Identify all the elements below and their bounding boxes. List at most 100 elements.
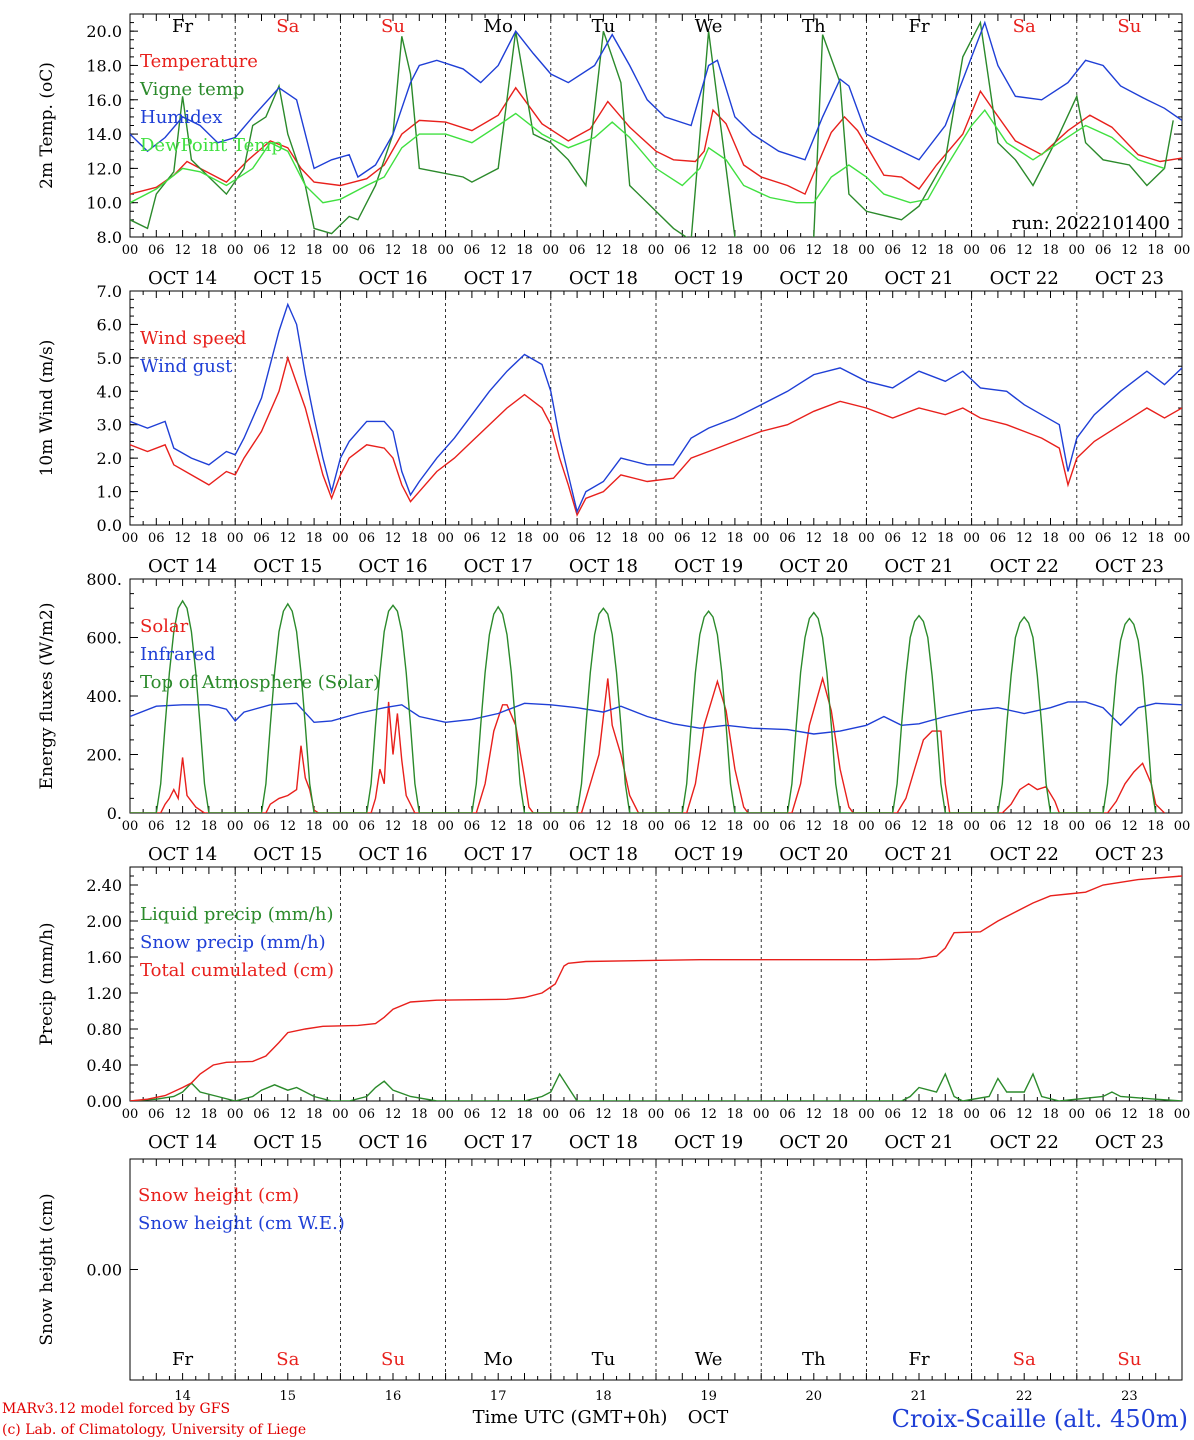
hour-label: 00: [227, 819, 244, 834]
legend-entry: Liquid precip (mm/h): [140, 904, 334, 925]
day-of-week-label: Fr: [172, 16, 193, 37]
hour-label: 00: [437, 531, 454, 546]
date-label: OCT 16: [358, 556, 427, 577]
date-label: OCT 17: [464, 268, 533, 289]
hour-label: 00: [1174, 1107, 1191, 1122]
hour-label: 18: [306, 1107, 323, 1122]
day-of-week-label: We: [695, 1349, 723, 1370]
y-tick-label: 14.0: [86, 125, 122, 144]
date-label: OCT 14: [148, 268, 217, 289]
day-of-week-label: Su: [1117, 16, 1141, 37]
hour-label: 12: [174, 819, 191, 834]
hour-label: 06: [884, 243, 901, 258]
hour-label: 12: [700, 243, 717, 258]
hour-label: 00: [648, 819, 665, 834]
date-label: OCT 18: [569, 268, 638, 289]
date-label: OCT 20: [779, 268, 848, 289]
date-label: OCT 15: [253, 1132, 322, 1153]
hour-label: 06: [674, 243, 691, 258]
hour-label: 18: [937, 243, 954, 258]
hour-label: 06: [464, 819, 481, 834]
day-of-week-label: Mo: [484, 16, 513, 37]
hour-label: 06: [1095, 243, 1112, 258]
y-tick-label: 5.0: [97, 349, 122, 368]
hour-label: 06: [148, 1107, 165, 1122]
hour-label: 18: [201, 1107, 218, 1122]
series-line-liquid-precip-mm-h-: [130, 1072, 1182, 1101]
hour-label: 18: [1147, 243, 1164, 258]
day-of-week-label: Th: [802, 1349, 826, 1370]
hour-label: 00: [858, 243, 875, 258]
hour-label: 18: [201, 243, 218, 258]
hour-label: 18: [306, 243, 323, 258]
hour-label: 00: [437, 1107, 454, 1122]
hour-label: 00: [122, 1107, 139, 1122]
legend-entry: Solar: [140, 616, 189, 637]
hour-label: 06: [569, 819, 586, 834]
legend-entry: Snow height (cm W.E.): [138, 1213, 345, 1234]
bottom-day-number: 16: [385, 1389, 402, 1404]
y-tick-label: 0.00: [86, 1092, 122, 1111]
y-tick-label: 2.00: [86, 912, 122, 931]
y-tick-label: 16.0: [86, 91, 122, 110]
date-label: OCT 17: [464, 556, 533, 577]
hour-label: 18: [727, 243, 744, 258]
hour-label: 18: [411, 531, 428, 546]
hour-label: 00: [1069, 819, 1086, 834]
date-label: OCT 19: [674, 268, 743, 289]
date-label: OCT 20: [779, 844, 848, 865]
hour-label: 06: [358, 243, 375, 258]
hour-label: 18: [937, 531, 954, 546]
y-tick-label: 0.0: [97, 516, 122, 535]
date-label: OCT 23: [1095, 268, 1164, 289]
hour-label: 18: [727, 531, 744, 546]
hour-label: 00: [858, 819, 875, 834]
date-label: OCT 16: [358, 1132, 427, 1153]
series-line-vigne-temp: [130, 20, 1174, 237]
hour-label: 12: [174, 243, 191, 258]
date-label: OCT 18: [569, 556, 638, 577]
hour-label: 12: [1121, 819, 1138, 834]
hour-label: 06: [674, 531, 691, 546]
hour-label: 12: [385, 819, 402, 834]
hour-label: 18: [201, 531, 218, 546]
date-label: OCT 15: [253, 556, 322, 577]
hour-label: 00: [753, 243, 770, 258]
hour-label: 00: [227, 243, 244, 258]
hour-label: 12: [595, 1107, 612, 1122]
hour-label: 00: [1069, 1107, 1086, 1122]
hour-label: 00: [543, 531, 560, 546]
hour-label: 18: [516, 531, 533, 546]
y-tick-label: 12.0: [86, 159, 122, 178]
hour-label: 00: [1069, 531, 1086, 546]
bottom-day-number: 19: [700, 1389, 717, 1404]
date-label: OCT 14: [148, 844, 217, 865]
y-tick-label: 1.60: [86, 948, 122, 967]
hour-label: 18: [832, 531, 849, 546]
hour-label: 06: [464, 1107, 481, 1122]
legend-entry: Wind speed: [140, 328, 246, 349]
hour-label: 00: [437, 819, 454, 834]
series-line-wind-gust: [130, 302, 1182, 514]
hour-label: 12: [806, 243, 823, 258]
date-label: OCT 21: [884, 1132, 953, 1153]
hour-label: 06: [358, 819, 375, 834]
date-label: OCT 15: [253, 844, 322, 865]
date-label: OCT 21: [884, 268, 953, 289]
x-axis-month: OCT: [688, 1407, 729, 1428]
hour-label: 12: [595, 243, 612, 258]
day-of-week-label: Sa: [276, 1349, 299, 1370]
day-of-week-label: Su: [1117, 1349, 1141, 1370]
date-label: OCT 22: [990, 844, 1059, 865]
date-label: OCT 21: [884, 556, 953, 577]
date-label: OCT 23: [1095, 556, 1164, 577]
hour-label: 06: [569, 243, 586, 258]
date-label: OCT 19: [674, 844, 743, 865]
hour-label: 12: [174, 1107, 191, 1122]
day-of-week-label: Th: [802, 16, 826, 37]
legend-entry: Snow precip (mm/h): [140, 932, 326, 953]
series-line-infrared: [130, 701, 1182, 735]
legend-entry: Snow height (cm): [138, 1185, 299, 1206]
hour-label: 00: [1069, 243, 1086, 258]
y-tick-label: 10.0: [86, 194, 122, 213]
